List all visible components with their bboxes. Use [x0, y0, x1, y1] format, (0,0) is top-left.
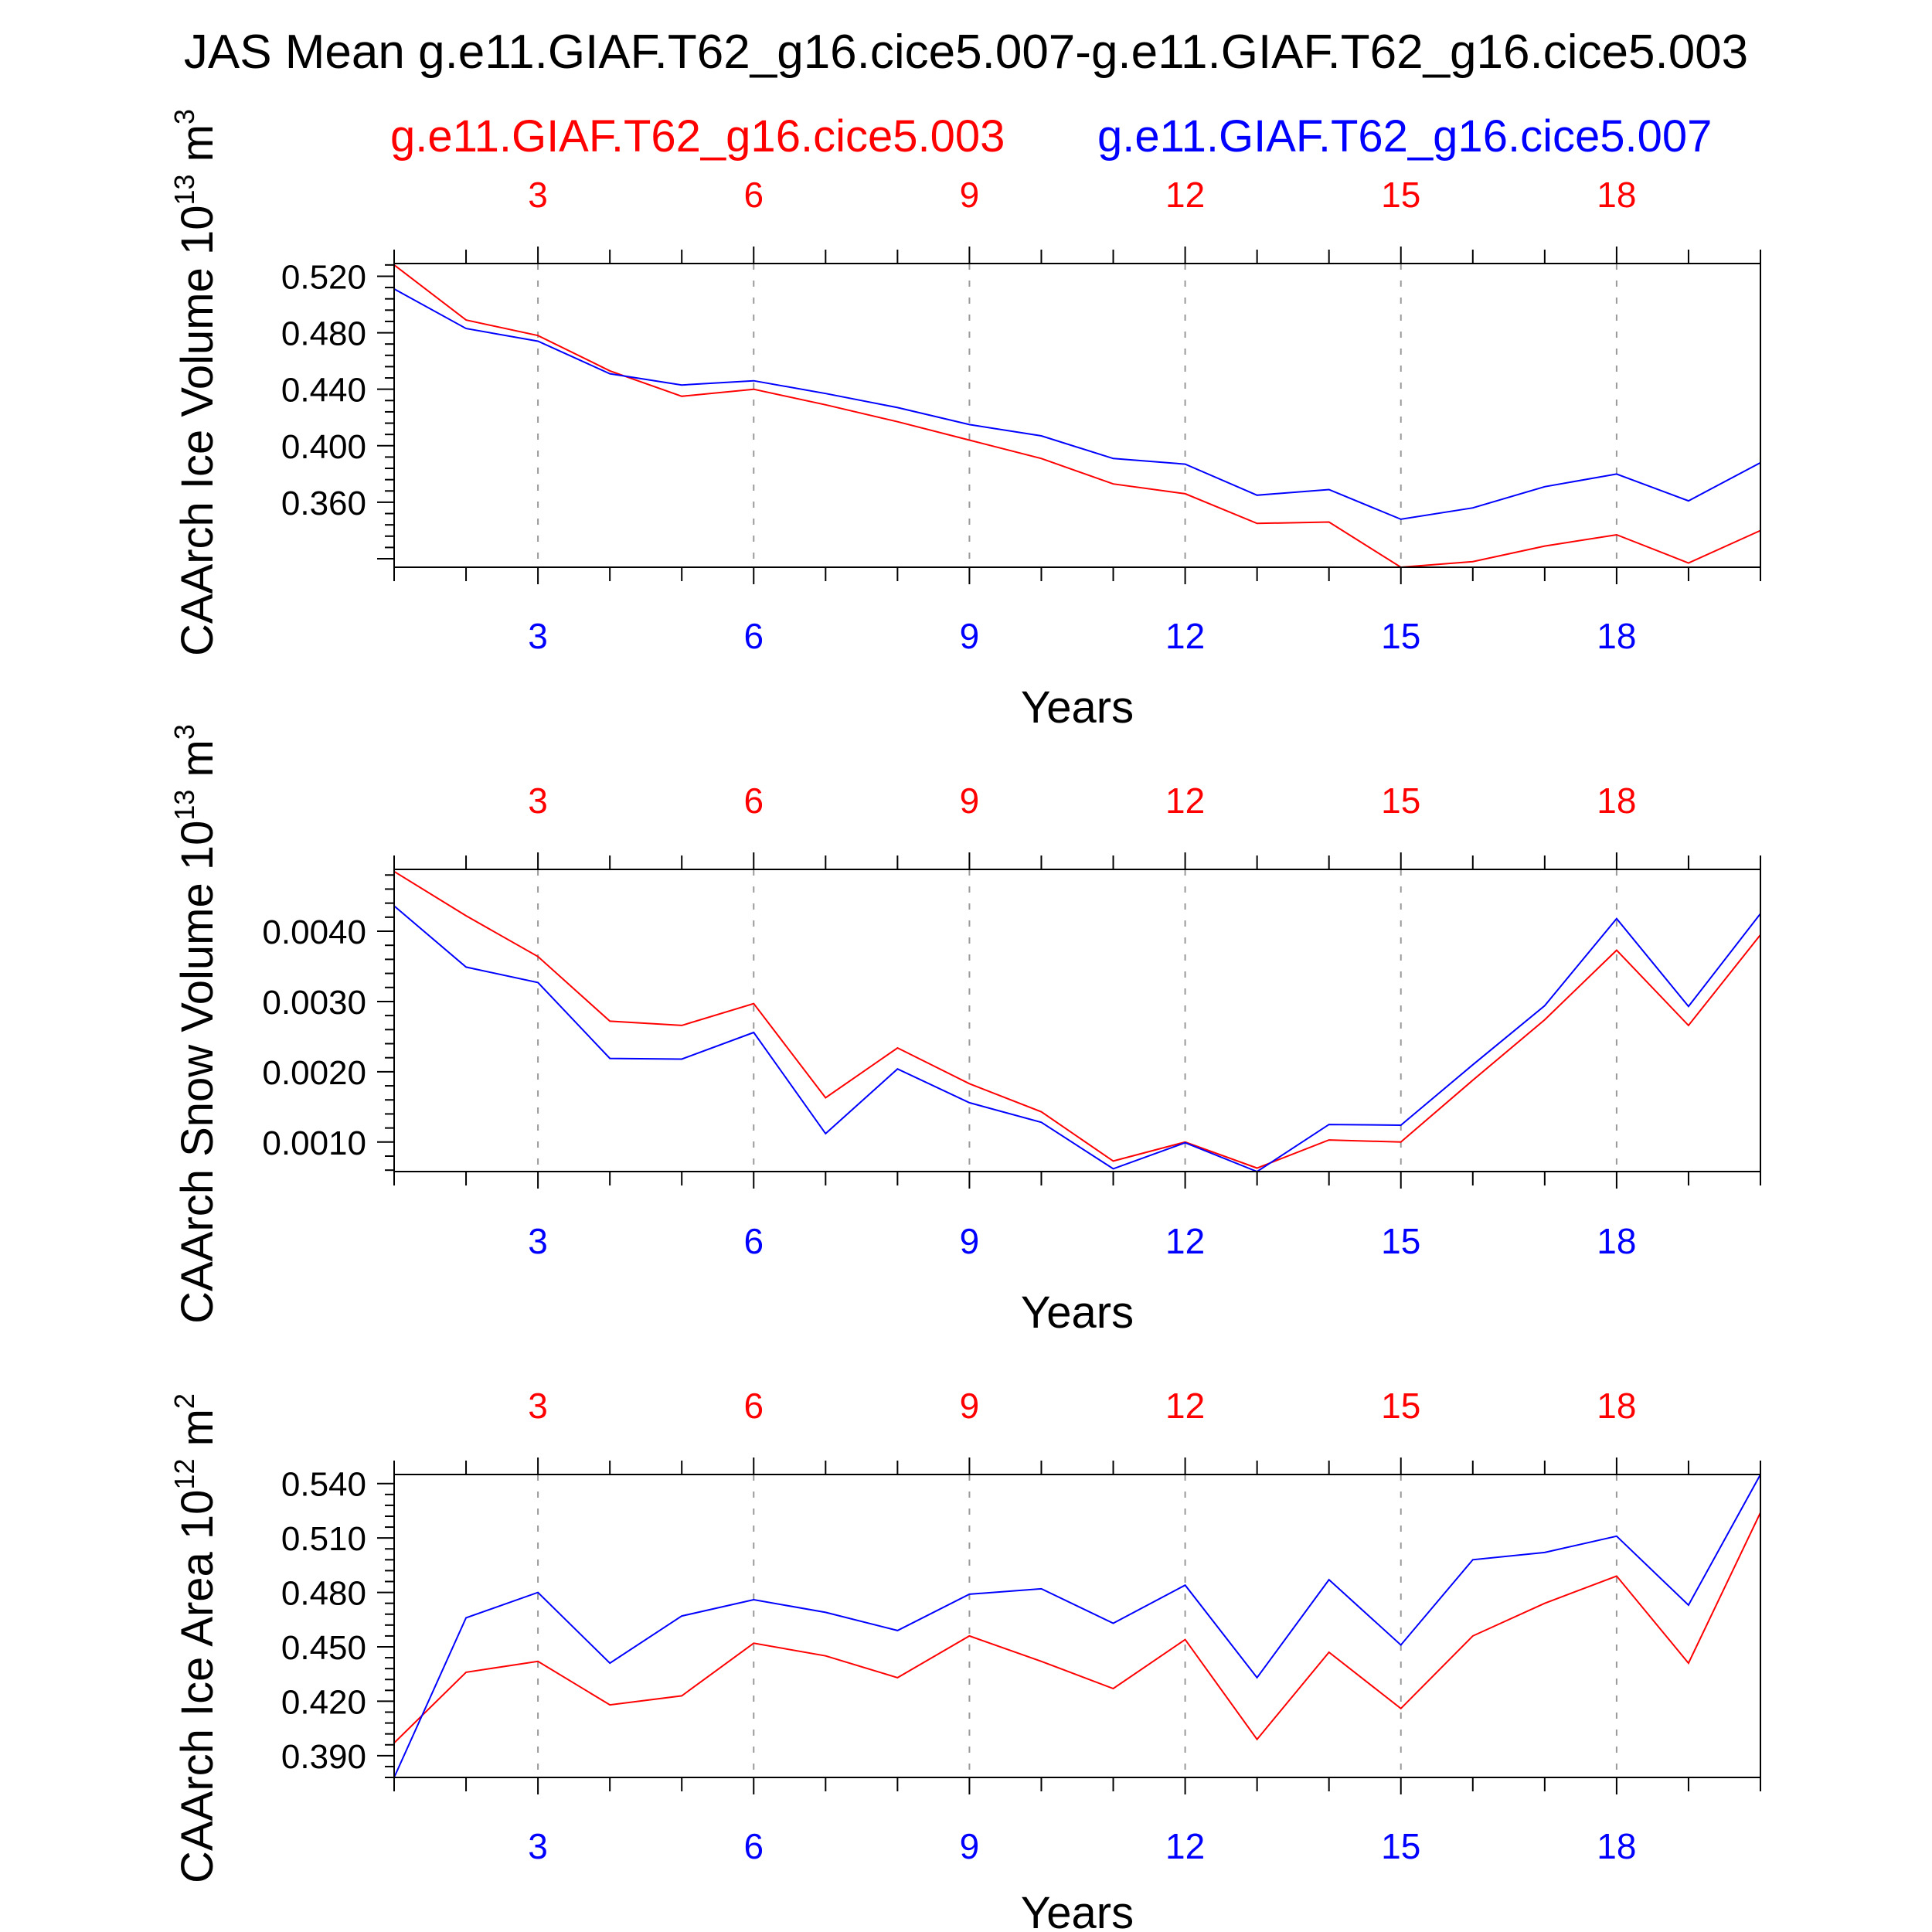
x-tick-label-bottom: 6	[743, 1826, 764, 1866]
x-tick-label-top: 3	[528, 1386, 548, 1426]
x-tick-label-top: 12	[1165, 1386, 1205, 1426]
x-tick-label-bottom: 3	[528, 616, 548, 656]
y-tick-label: 0.450	[281, 1629, 366, 1667]
y-tick-label: 0.420	[281, 1683, 366, 1721]
x-tick-label-bottom: 3	[528, 1221, 548, 1261]
x-tick-label-bottom: 15	[1381, 1221, 1420, 1261]
x-axis-label: Years	[1021, 1287, 1134, 1338]
series-line-003	[393, 264, 1761, 569]
x-tick-label-bottom: 15	[1381, 1826, 1420, 1866]
x-tick-label-bottom: 3	[528, 1826, 548, 1866]
series-line-003	[393, 870, 1761, 1169]
y-tick-label: 0.0010	[262, 1124, 366, 1162]
series-line-007	[393, 288, 1761, 520]
figure-title: JAS Mean g.e11.GIAF.T62_g16.cice5.007-g.…	[184, 26, 1748, 79]
y-tick-label: 0.0020	[262, 1054, 366, 1092]
y-tick-label: 0.480	[281, 1575, 366, 1613]
x-tick-label-top: 15	[1381, 175, 1420, 215]
x-tick-label-top: 9	[960, 1386, 980, 1426]
x-tick-label-top: 6	[743, 1386, 764, 1426]
x-tick-label-top: 9	[960, 175, 980, 215]
x-tick-label-top: 9	[960, 781, 980, 821]
y-tick-label: 0.0040	[262, 913, 366, 951]
x-tick-label-top: 15	[1381, 781, 1420, 821]
series-line-007	[393, 905, 1761, 1173]
legend-entry-007: g.e11.GIAF.T62_g16.cice5.007	[1097, 111, 1712, 162]
y-tick-label: 0.510	[281, 1520, 366, 1558]
x-tick-label-bottom: 15	[1381, 616, 1420, 656]
y-axis-label: CAArch Snow Volume 1013 m3	[168, 724, 223, 1324]
x-tick-label-bottom: 18	[1597, 1826, 1636, 1866]
plot-frame	[393, 1474, 1761, 1778]
x-tick-label-bottom: 6	[743, 1221, 764, 1261]
panel-1: 3 3 6 6 9 9 12 12 15 15 18 18 0.360 0.400 0.440 0.480 0.…	[168, 109, 1761, 733]
y-tick-label: 0.440	[281, 372, 366, 410]
x-tick-label-top: 18	[1597, 781, 1636, 821]
x-tick-label-top: 15	[1381, 1386, 1420, 1426]
y-tick-label: 0.360	[281, 485, 366, 522]
panel-3: 3 3 6 6 9 9 12 12 15 15 18 18 0.390 0.420 0.450 0.480 0.…	[168, 1386, 1761, 1932]
x-tick-label-bottom: 9	[960, 616, 980, 656]
panels: 3 3 6 6 9 9 12 12 15 15 18 18 0.360 0.400 0.440 0.480 0.…	[168, 109, 1761, 1932]
x-tick-label-top: 12	[1165, 781, 1205, 821]
panel-2: 3 3 6 6 9 9 12 12 15 15 18 18 0.0010 0.0020 0.0030 0.00…	[168, 724, 1761, 1338]
y-axis-label: CAArch Ice Volume 1013 m3	[168, 109, 223, 656]
y-tick-label: 0.390	[281, 1738, 366, 1776]
x-tick-label-bottom: 9	[960, 1221, 980, 1261]
y-tick-label: 0.520	[281, 258, 366, 296]
y-tick-label: 0.480	[281, 315, 366, 353]
x-tick-label-bottom: 6	[743, 616, 764, 656]
plot-frame	[393, 263, 1761, 568]
x-tick-label-bottom: 12	[1165, 1826, 1205, 1866]
x-tick-label-top: 6	[743, 175, 764, 215]
x-tick-label-top: 18	[1597, 175, 1636, 215]
x-tick-label-bottom: 18	[1597, 1221, 1636, 1261]
plot-frame	[393, 869, 1761, 1172]
x-tick-label-bottom: 9	[960, 1826, 980, 1866]
x-axis-label: Years	[1021, 1888, 1134, 1932]
x-tick-label-top: 18	[1597, 1386, 1636, 1426]
x-tick-label-bottom: 12	[1165, 1221, 1205, 1261]
x-tick-label-top: 3	[528, 175, 548, 215]
y-tick-label: 0.400	[281, 428, 366, 466]
x-tick-label-bottom: 12	[1165, 616, 1205, 656]
x-axis-label: Years	[1021, 682, 1134, 733]
y-axis-label: CAArch Ice Area 1012 m2	[168, 1393, 223, 1883]
y-tick-label: 0.540	[281, 1466, 366, 1504]
x-tick-label-top: 6	[743, 781, 764, 821]
x-tick-label-bottom: 18	[1597, 616, 1636, 656]
x-tick-label-top: 3	[528, 781, 548, 821]
series-line-003	[393, 1512, 1761, 1744]
x-tick-label-top: 12	[1165, 175, 1205, 215]
legend-entry-003: g.e11.GIAF.T62_g16.cice5.003	[390, 111, 1005, 162]
y-tick-label: 0.0030	[262, 984, 366, 1022]
series-line-007	[393, 1474, 1761, 1778]
